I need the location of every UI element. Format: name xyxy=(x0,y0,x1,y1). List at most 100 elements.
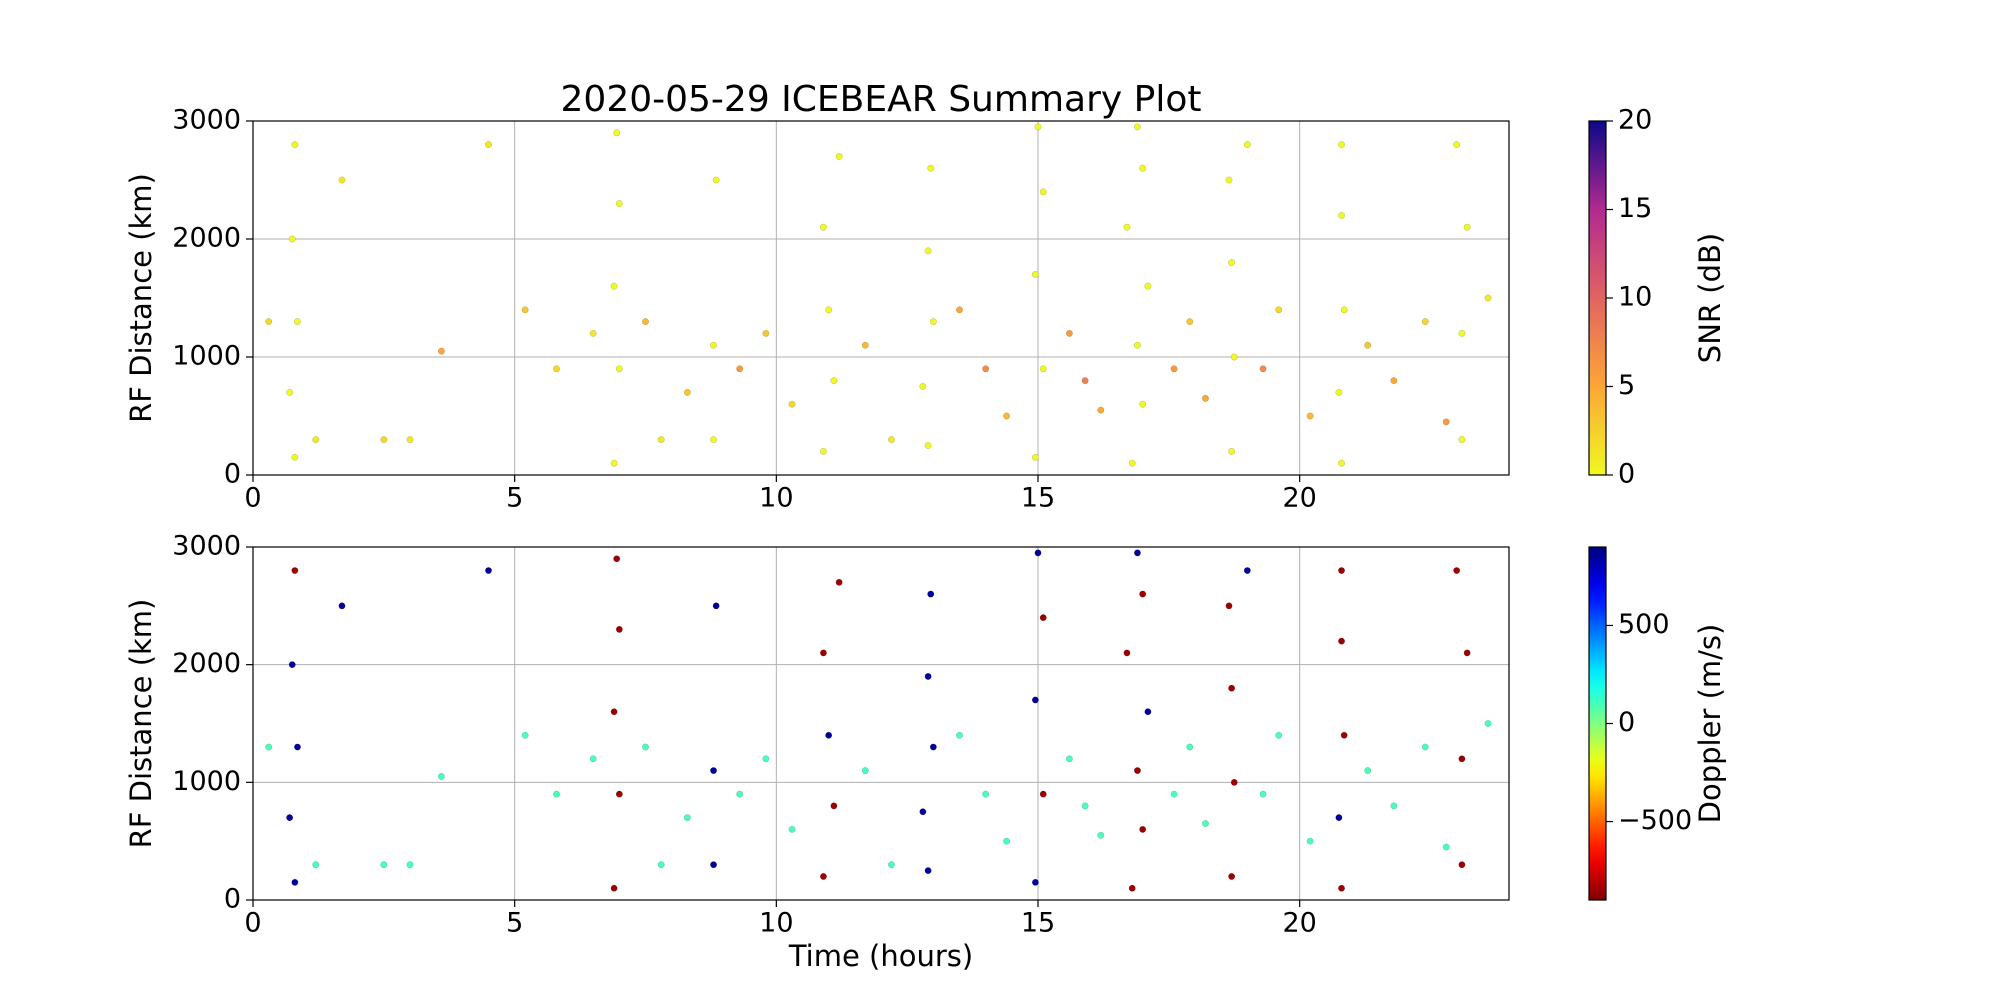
data-point xyxy=(888,861,895,869)
data-point xyxy=(830,377,838,385)
data-point xyxy=(291,453,299,461)
data-point xyxy=(1003,837,1011,845)
colorbar-tick-label: −500 xyxy=(1618,805,1692,836)
data-point xyxy=(819,447,827,455)
data-point xyxy=(380,436,388,444)
data-point xyxy=(929,743,937,751)
data-point xyxy=(1081,377,1089,385)
plot-area xyxy=(253,547,1509,900)
data-point xyxy=(1039,365,1047,373)
data-point xyxy=(294,743,301,751)
data-point xyxy=(1306,837,1314,845)
data-point xyxy=(1484,720,1492,727)
data-point xyxy=(553,365,560,373)
colorbar-tick-label: 0 xyxy=(1618,707,1635,738)
data-point xyxy=(888,436,895,444)
data-point xyxy=(1338,884,1345,892)
data-point xyxy=(1139,164,1147,172)
data-point xyxy=(1144,708,1152,716)
data-point xyxy=(1097,831,1105,839)
data-point xyxy=(1123,223,1131,231)
data-point xyxy=(1306,412,1314,420)
data-point xyxy=(1133,341,1141,349)
data-point xyxy=(1230,353,1238,361)
data-point xyxy=(1081,802,1089,810)
data-point xyxy=(613,555,621,563)
data-point xyxy=(1275,306,1283,314)
data-point xyxy=(788,400,796,408)
data-point xyxy=(553,790,560,798)
data-point xyxy=(1139,590,1147,598)
data-point xyxy=(615,790,623,798)
data-point xyxy=(1338,637,1345,645)
data-point xyxy=(406,436,414,444)
y-tick-label: 1000 xyxy=(172,341,241,372)
data-point xyxy=(1186,743,1194,751)
x-axis-label: Time (hours) xyxy=(788,939,973,973)
y-tick-label: 3000 xyxy=(172,531,241,562)
data-point xyxy=(286,814,294,822)
data-point xyxy=(712,176,720,184)
data-point xyxy=(1133,123,1141,131)
data-point xyxy=(1039,790,1047,798)
data-point xyxy=(736,790,744,798)
y-tick-label: 2000 xyxy=(172,223,241,254)
colorbar-label: SNR (dB) xyxy=(1693,233,1727,363)
data-point xyxy=(406,861,414,869)
data-point xyxy=(437,773,445,780)
data-point xyxy=(610,459,618,467)
data-point xyxy=(485,141,492,149)
data-point xyxy=(657,861,665,869)
data-point xyxy=(521,731,529,739)
data-point xyxy=(927,590,935,598)
data-point xyxy=(1458,755,1466,763)
data-point xyxy=(288,235,296,243)
data-point xyxy=(1259,790,1267,798)
data-point xyxy=(312,436,320,444)
data-point xyxy=(1065,755,1073,763)
data-point xyxy=(265,743,273,751)
data-point xyxy=(1225,176,1233,184)
data-point xyxy=(762,755,770,763)
data-point xyxy=(1128,884,1136,892)
data-point xyxy=(929,318,937,326)
data-point xyxy=(1139,400,1147,408)
x-tick-label: 0 xyxy=(244,483,261,514)
data-point xyxy=(736,365,744,373)
data-point xyxy=(642,743,649,751)
data-point xyxy=(338,602,346,610)
data-point xyxy=(1225,602,1233,610)
data-point xyxy=(1133,767,1141,775)
data-point xyxy=(861,341,869,349)
data-point xyxy=(610,282,618,290)
data-point xyxy=(1228,684,1236,692)
data-point xyxy=(1144,282,1152,290)
data-point xyxy=(589,329,597,337)
colorbar xyxy=(1588,546,1607,901)
data-point xyxy=(291,567,299,574)
data-point xyxy=(1340,306,1348,314)
data-point xyxy=(1338,567,1345,574)
colorbar-tick-label: 20 xyxy=(1618,105,1652,136)
data-point xyxy=(830,802,838,810)
data-point xyxy=(288,661,296,669)
x-tick-label: 15 xyxy=(1021,483,1055,514)
y-axis-label: RF Distance (km) xyxy=(124,173,158,423)
data-point xyxy=(437,347,445,355)
data-point xyxy=(919,383,927,390)
data-point xyxy=(610,884,618,892)
x-tick-label: 5 xyxy=(506,483,523,514)
data-point xyxy=(1170,790,1178,798)
data-point xyxy=(1228,447,1236,455)
data-point xyxy=(1484,294,1492,302)
data-point xyxy=(819,873,827,880)
data-point xyxy=(1243,141,1251,149)
plot-area xyxy=(253,121,1509,475)
data-point xyxy=(1442,843,1450,851)
data-point xyxy=(1202,394,1209,402)
data-point xyxy=(338,176,346,184)
x-tick-label: 5 xyxy=(506,908,523,939)
data-point xyxy=(1453,567,1461,574)
data-point xyxy=(521,306,529,314)
data-point xyxy=(1390,802,1398,810)
